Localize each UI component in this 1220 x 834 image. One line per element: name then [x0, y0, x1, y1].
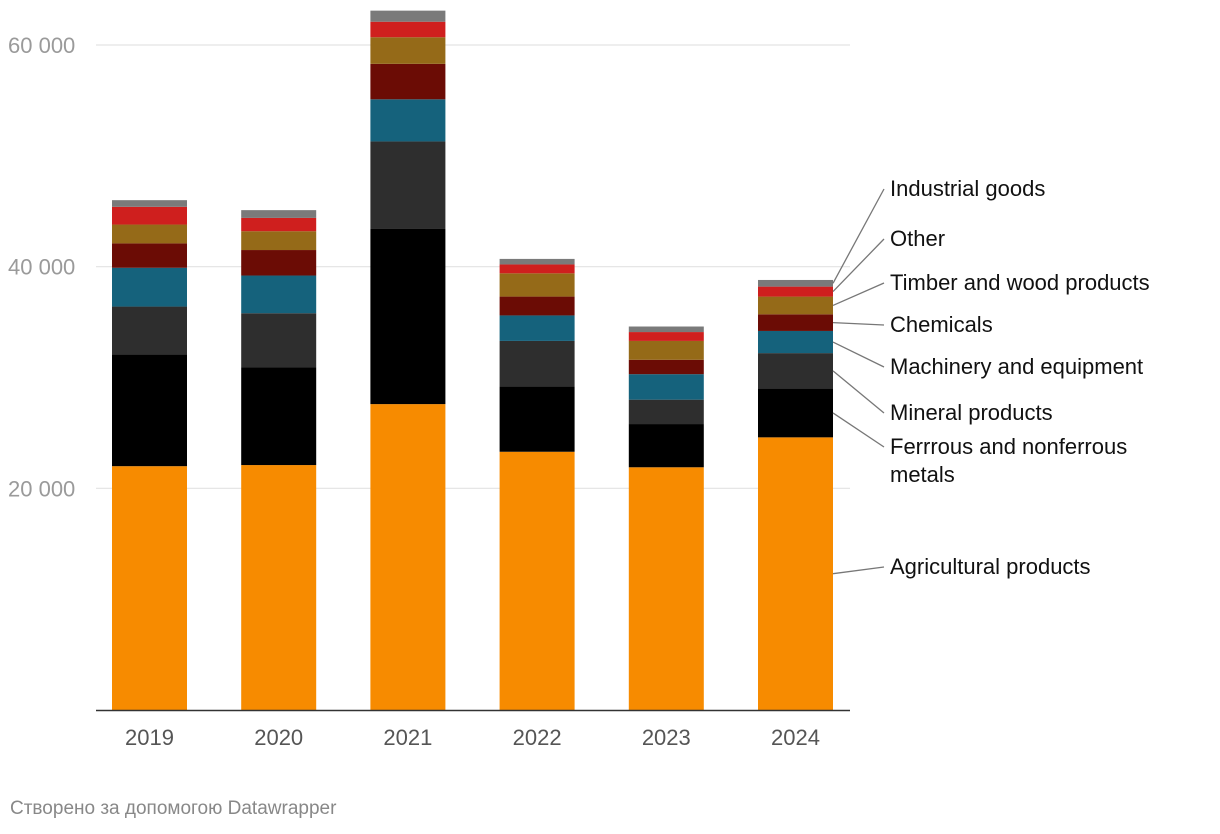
bar-segment — [241, 231, 317, 251]
y-tick-label: 60 000 — [8, 33, 75, 58]
bar-segment — [112, 466, 187, 710]
legend-label: Mineral products — [890, 400, 1053, 425]
legend-label-line: Industrial goods — [890, 176, 1045, 201]
bar-segment — [628, 332, 704, 341]
bar-segment — [628, 340, 704, 360]
bar-segment — [758, 314, 833, 331]
y-tick-label: 20 000 — [8, 476, 75, 501]
label-connector — [832, 412, 885, 448]
bar-segment — [499, 340, 575, 387]
bar-segment — [499, 264, 575, 274]
legend-label: Agricultural products — [890, 554, 1091, 579]
bar-segment — [241, 210, 317, 218]
label-connector — [832, 282, 885, 307]
bar-segment — [499, 296, 575, 316]
legend-label-line: Ferrrous and nonferrous — [890, 434, 1127, 459]
bar-segment — [241, 367, 317, 466]
bar-segment — [370, 228, 446, 405]
bars — [112, 10, 833, 710]
bar-segment — [241, 217, 317, 232]
legend-label-line: Mineral products — [890, 400, 1053, 425]
bar-segment — [628, 399, 704, 425]
bar-segment — [758, 286, 833, 297]
bar-segment — [112, 243, 187, 268]
bar-segment — [758, 330, 833, 354]
bar-segment — [628, 359, 704, 375]
y-axis-ticks: 20 000 40 000 60 000 — [8, 33, 75, 501]
bar-segment — [499, 273, 575, 297]
bar-segment — [758, 353, 833, 389]
bar-segment — [758, 388, 833, 438]
x-tick-label: 2019 — [125, 725, 174, 750]
bar-segment — [112, 306, 187, 355]
bar-segment — [112, 206, 187, 225]
bar-segment — [112, 267, 187, 307]
legend-label: Other — [890, 226, 945, 251]
legend-label-line: Timber and wood products — [890, 270, 1150, 295]
x-tick-label: 2022 — [513, 725, 562, 750]
bar-segment — [499, 258, 575, 265]
bar-segment — [499, 315, 575, 341]
bar-segment — [112, 200, 187, 207]
label-connector — [832, 566, 885, 575]
bar-segment — [758, 437, 833, 710]
direct-labels: Industrial goods Other Timber and wood pro… — [832, 176, 1150, 579]
bar-segment — [758, 279, 833, 287]
legend-label-line: Other — [890, 226, 945, 251]
bar-segment — [370, 404, 446, 710]
legend-label-line: Agricultural products — [890, 554, 1091, 579]
bar-segment — [499, 386, 575, 452]
x-tick-label: 2024 — [771, 725, 820, 750]
legend-label-line: Machinery and equipment — [890, 354, 1143, 379]
label-connector — [832, 238, 885, 293]
x-tick-label: 2021 — [383, 725, 432, 750]
bar-segment — [241, 465, 317, 710]
bar-segment — [370, 63, 446, 100]
gridlines — [96, 44, 850, 489]
legend-label: Chemicals — [890, 312, 993, 337]
legend-label-line: Chemicals — [890, 312, 993, 337]
label-connector — [832, 188, 885, 284]
legend-label: Industrial goods — [890, 176, 1045, 201]
credit-text: Створено за допомогою Datawrapper — [10, 798, 337, 819]
bar-segment — [628, 424, 704, 468]
legend-label: Ferrrous and nonferrous metals — [890, 434, 1127, 487]
bar-segment — [499, 451, 575, 710]
bar-segment — [241, 313, 317, 368]
bar-segment — [241, 275, 317, 314]
bar-segment — [370, 99, 446, 142]
legend-label: Machinery and equipment — [890, 354, 1143, 379]
bar-segment — [370, 21, 446, 38]
bar-segment — [370, 37, 446, 64]
bar-segment — [370, 10, 446, 22]
y-tick-label: 40 000 — [8, 255, 75, 280]
legend-label-line: metals — [890, 462, 955, 487]
bar-segment — [112, 354, 187, 467]
bar-segment — [628, 326, 704, 333]
bar-segment — [241, 250, 317, 276]
bar-segment — [758, 296, 833, 315]
x-tick-label: 2020 — [254, 725, 303, 750]
legend-label: Timber and wood products — [890, 270, 1150, 295]
label-connector — [832, 341, 885, 368]
bar-segment — [112, 224, 187, 244]
label-connector — [832, 370, 885, 414]
bar-segment — [628, 467, 704, 710]
bar-segment — [370, 141, 446, 229]
x-tick-label: 2023 — [642, 725, 691, 750]
bar-segment — [628, 374, 704, 400]
label-connector — [832, 321, 885, 326]
x-axis-ticks: 2019 2020 2021 2022 2023 2024 — [125, 725, 820, 750]
